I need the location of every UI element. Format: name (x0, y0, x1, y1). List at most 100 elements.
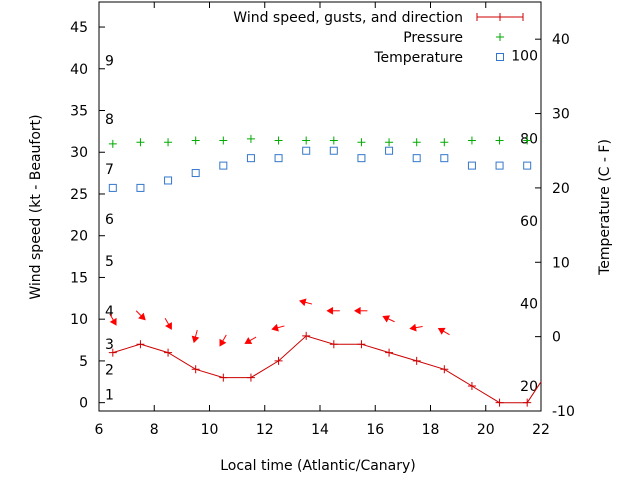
wind-speed-point (440, 365, 449, 374)
temperature-point (523, 161, 532, 170)
wind-speed-point (136, 340, 145, 349)
pressure-point (523, 136, 532, 145)
wind-speed-point (329, 340, 338, 349)
x-tick-label: 10 (201, 422, 219, 438)
wind-arrow (353, 306, 368, 315)
beaufort-label: 1 (105, 387, 114, 403)
beaufort-label: 8 (105, 112, 114, 128)
pressure-point (302, 136, 311, 145)
wind-speed-point (302, 331, 311, 340)
wind-arrow (382, 315, 395, 323)
temperature-point (357, 154, 366, 163)
temperature-point (191, 169, 200, 178)
x-tick-label: 16 (366, 422, 384, 438)
wind-speed-point (219, 373, 228, 382)
x-tick-label: 8 (150, 422, 159, 438)
pressure-point (385, 138, 394, 147)
wind-arrow (437, 327, 450, 336)
temperature-point (246, 154, 255, 163)
pressure-point (246, 134, 255, 143)
pressure-point (108, 139, 117, 148)
tick-labels: 6 8 10 12 14 16 18 20 22051015202530354045-10010… (70, 20, 575, 438)
fahrenheit-label: 60 (520, 214, 538, 230)
temperature-point (495, 161, 504, 170)
y-axis-right-label: Temperature (C - F) (597, 139, 613, 276)
scale-labels: 1 2 3 4 5 6 7 8 9 20 40 60 80 100 (105, 49, 538, 404)
temperature-point (440, 154, 449, 163)
x-tick-label: 12 (256, 422, 274, 438)
series-pressure (108, 134, 532, 148)
beaufort-label: 5 (105, 254, 114, 270)
wind-arrow (244, 336, 257, 344)
x-tick-label: 22 (532, 422, 550, 438)
wind-speed-point (274, 356, 283, 365)
y-axis-left-label: Wind speed (kt - Beaufort) (28, 114, 44, 299)
legend: Wind speed, gusts, and direction Pressure… (233, 10, 524, 66)
series-wind (108, 331, 542, 407)
y-left-tick-label: 20 (70, 229, 88, 245)
y-left-tick-label: 45 (70, 20, 88, 36)
wind-arrow (409, 323, 423, 332)
pressure-point (136, 138, 145, 147)
wind-arrows (109, 298, 450, 347)
pressure-point (357, 138, 366, 147)
y-right-tick-label: 20 (552, 181, 570, 197)
y-right-tick-label: 30 (552, 107, 570, 123)
pressure-point (329, 136, 338, 145)
beaufort-label: 6 (105, 212, 114, 228)
wind-speed-point (108, 348, 117, 357)
temperature-point (108, 183, 117, 192)
wind-speed-line (112, 335, 542, 404)
fahrenheit-label: 20 (520, 379, 538, 395)
x-axis-label: Local time (Atlantic/Canary) (220, 458, 416, 474)
wind-arrow (271, 323, 285, 332)
wind-arrow (109, 313, 117, 326)
pressure-point (164, 138, 173, 147)
wind-speed-point (495, 398, 504, 407)
temperature-point (329, 146, 338, 155)
wind-speed-point (523, 398, 532, 407)
temperature-point (136, 183, 145, 192)
y-left-tick-label: 25 (70, 187, 88, 203)
legend-label: Wind speed, gusts, and direction (233, 10, 463, 26)
series-layer (108, 134, 542, 407)
x-tick-label: 6 (95, 422, 104, 438)
fahrenheit-label: 100 (511, 49, 538, 65)
y-right-tick-label: -10 (552, 404, 575, 420)
wind-speed-point (246, 373, 255, 382)
wind-arrow (326, 306, 340, 315)
x-tick-label: 18 (422, 422, 440, 438)
legend-label: Pressure (403, 30, 463, 46)
temperature-point (274, 154, 283, 163)
plot-frame (98, 1, 542, 412)
beaufort-label: 3 (105, 337, 114, 353)
legend-swatch-plus (496, 33, 504, 41)
wind-speed-point (164, 348, 173, 357)
temperature-point (385, 146, 394, 155)
wind-arrow (219, 334, 227, 347)
wind-speed-point (357, 340, 366, 349)
wind-arrow (135, 310, 146, 321)
wind-speed-point (385, 348, 394, 357)
pressure-point (412, 138, 421, 147)
beaufort-label: 7 (105, 162, 114, 178)
y-left-tick-label: 35 (70, 104, 88, 120)
legend-label: Temperature (373, 50, 463, 66)
x-tick-label: 20 (477, 422, 495, 438)
y-left-tick-label: 0 (79, 396, 88, 412)
wind-arrow (298, 298, 313, 307)
x-tick-label: 14 (311, 422, 329, 438)
wind-arrow (164, 317, 172, 330)
pressure-point (219, 136, 228, 145)
y-left-tick-label: 5 (79, 354, 88, 370)
y-right-tick-label: 10 (552, 255, 570, 271)
wind-speed-point (412, 356, 421, 365)
fahrenheit-label: 80 (520, 131, 538, 147)
legend-swatch-square (496, 53, 504, 61)
legend-swatch-marker (476, 13, 524, 21)
temperature-point (164, 176, 173, 185)
y-left-tick-label: 10 (70, 312, 88, 328)
wind-speed-point (467, 381, 476, 390)
beaufort-label: 9 (105, 53, 114, 69)
